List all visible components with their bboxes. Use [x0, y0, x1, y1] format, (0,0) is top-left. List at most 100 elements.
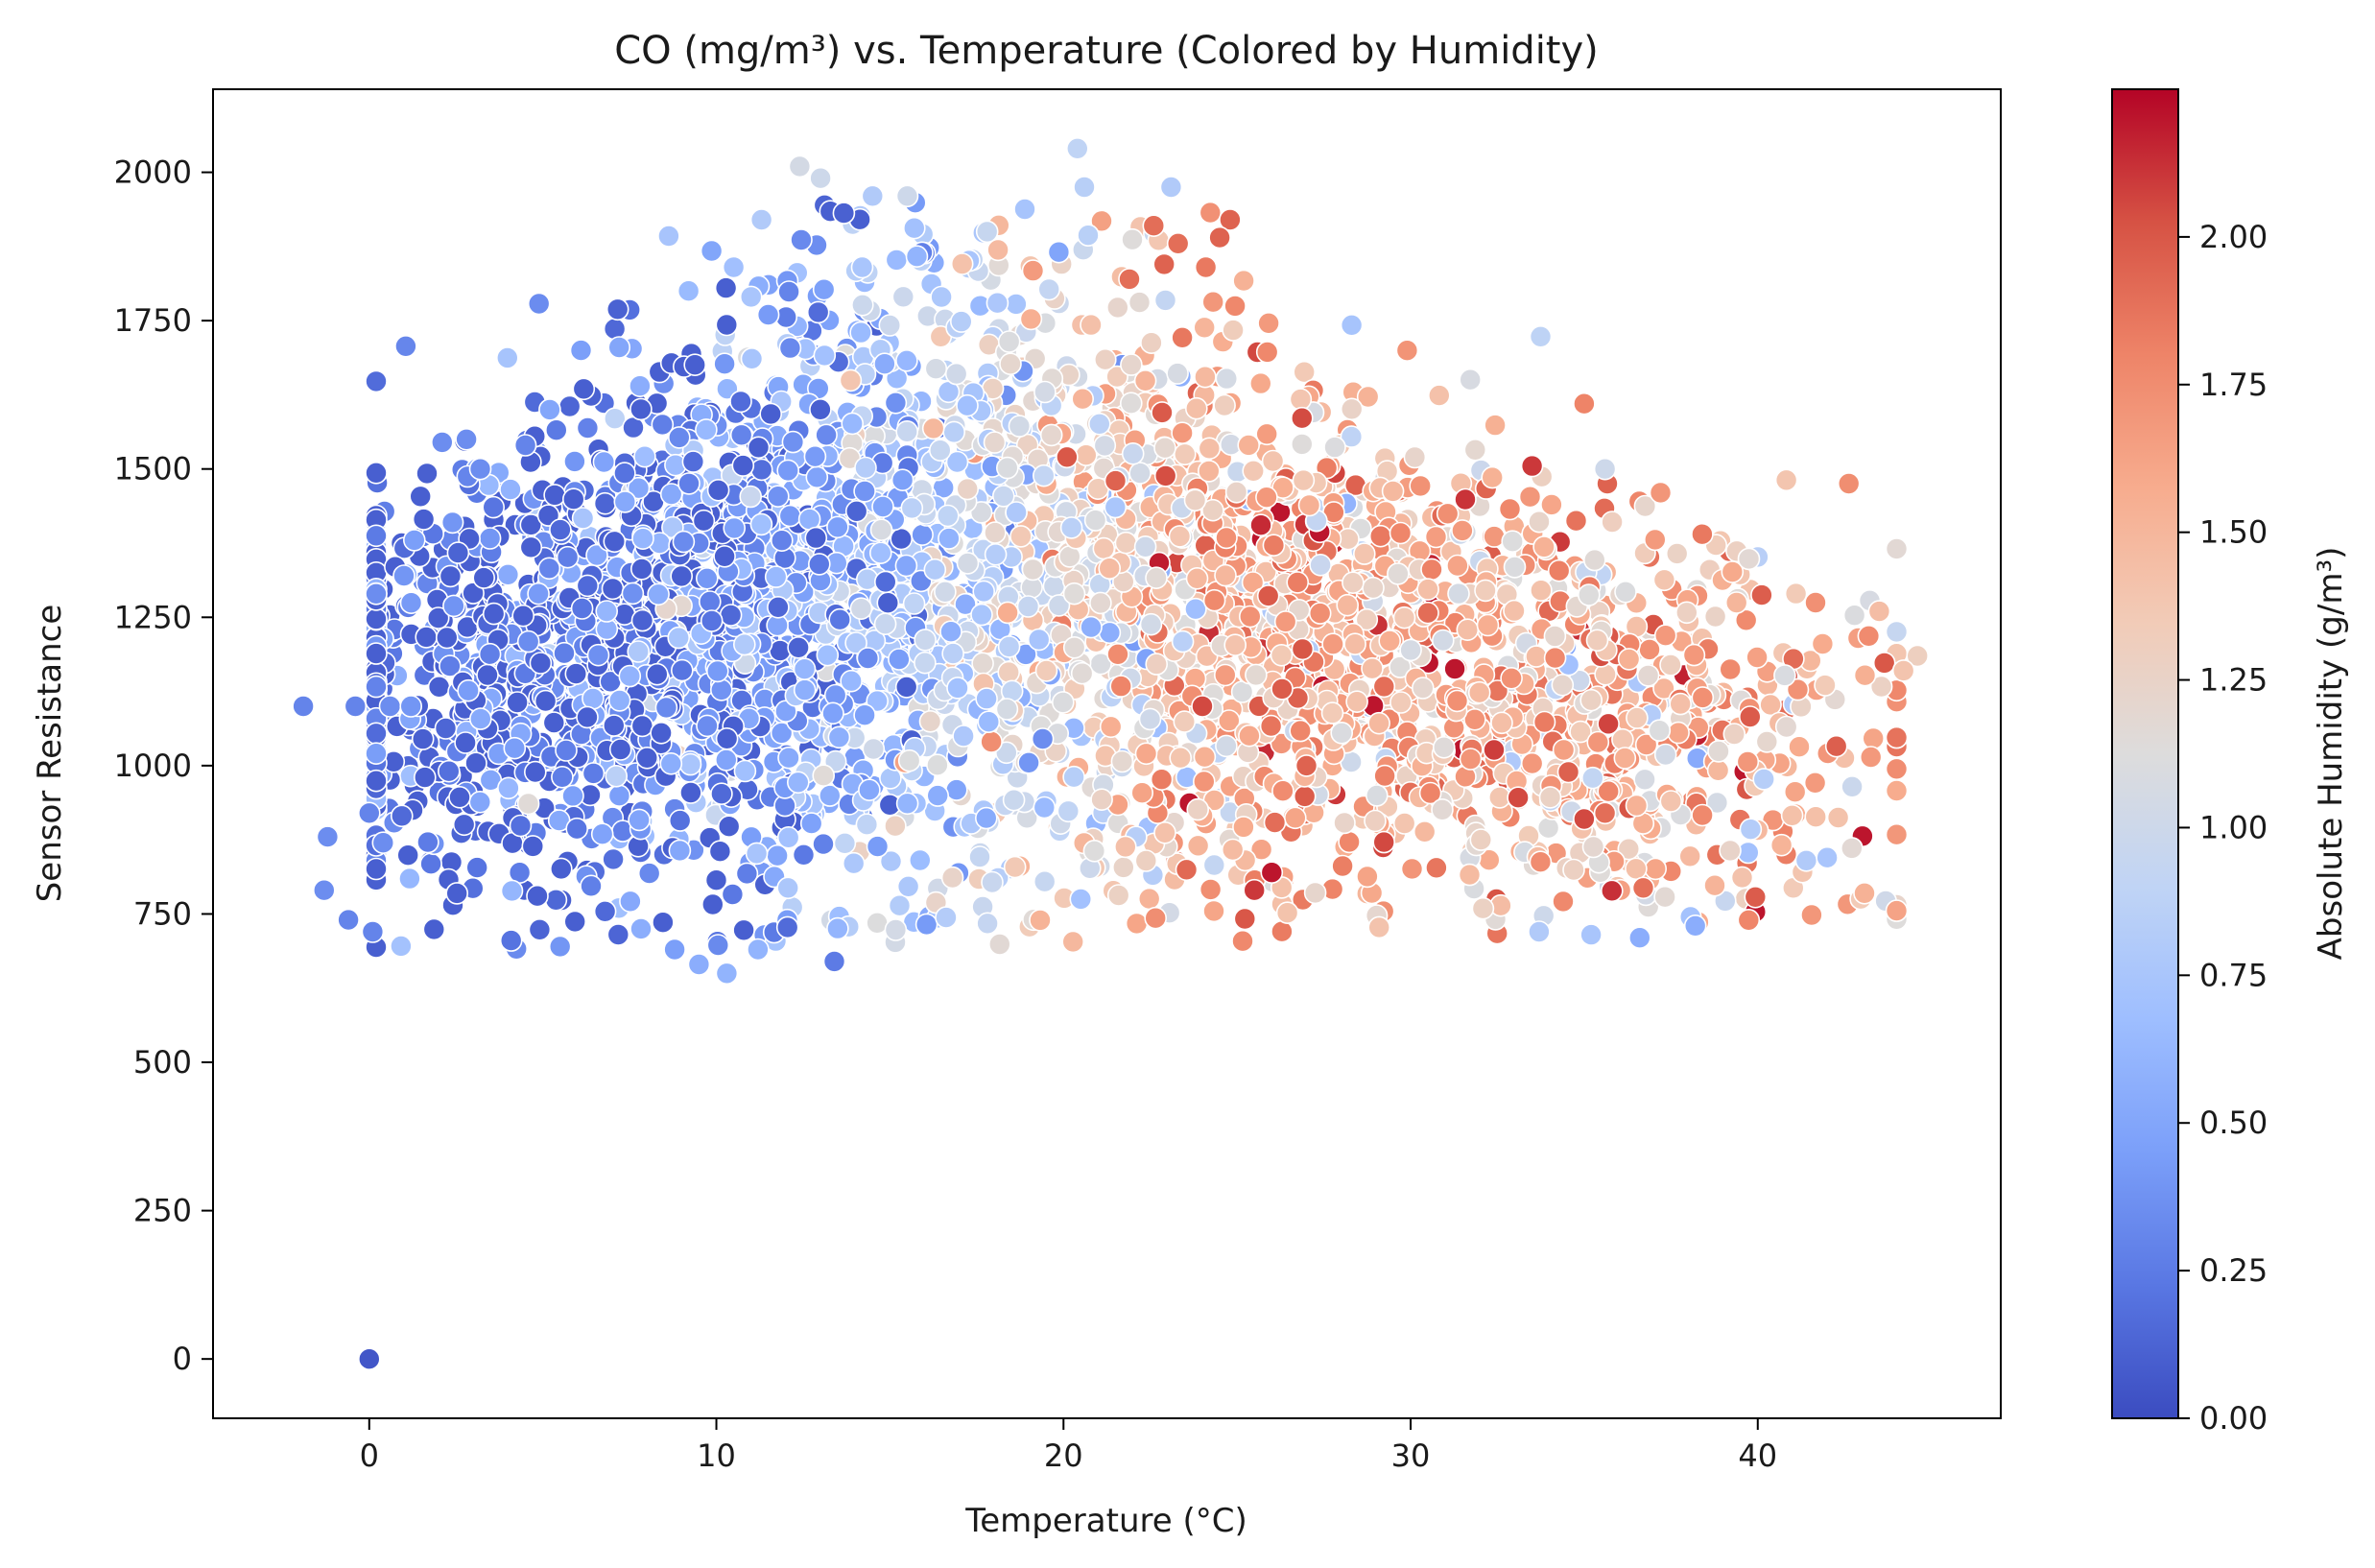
data-point — [1056, 445, 1079, 469]
data-point — [747, 436, 771, 460]
y-tick-label: 250 — [133, 1193, 192, 1229]
colorbar-tick-label: 1.25 — [2199, 662, 2268, 699]
data-point — [519, 535, 543, 559]
data-point — [1774, 715, 1798, 739]
data-point — [1691, 522, 1714, 546]
data-point — [1159, 176, 1183, 199]
data-point — [394, 334, 417, 358]
data-point — [1133, 535, 1157, 558]
data-point — [713, 352, 736, 376]
data-point — [1202, 853, 1226, 877]
data-point — [563, 450, 586, 473]
data-point — [1342, 571, 1365, 595]
y-tick-label: 1500 — [114, 451, 192, 487]
data-point — [1213, 393, 1236, 417]
data-point — [365, 742, 388, 766]
data-point — [1238, 724, 1261, 748]
data-point — [390, 935, 413, 958]
data-point — [1243, 878, 1266, 902]
data-point — [454, 731, 477, 754]
data-point — [1199, 201, 1223, 225]
data-point — [721, 883, 745, 906]
data-point — [1263, 811, 1287, 834]
data-point — [1416, 578, 1439, 601]
data-point — [1737, 547, 1761, 571]
data-point — [482, 602, 506, 626]
data-point — [1294, 754, 1318, 777]
data-point — [478, 642, 502, 666]
data-point — [595, 600, 619, 623]
data-point — [921, 416, 945, 440]
data-point — [1255, 422, 1278, 446]
data-point — [442, 594, 465, 618]
data-point — [1175, 858, 1199, 882]
data-point — [816, 643, 840, 667]
data-point — [926, 784, 950, 807]
data-point — [1746, 646, 1769, 669]
data-point — [1193, 770, 1216, 794]
data-point — [1593, 801, 1617, 825]
data-point — [1613, 747, 1637, 770]
data-point — [749, 458, 773, 482]
data-point — [681, 450, 705, 473]
data-point — [1071, 387, 1094, 411]
data-point — [413, 766, 437, 789]
data-point — [1867, 600, 1891, 623]
data-point — [1174, 442, 1197, 466]
data-point — [956, 552, 980, 575]
data-point — [1120, 353, 1143, 376]
data-point — [1320, 701, 1344, 725]
data-point — [602, 847, 625, 871]
data-point — [399, 695, 423, 718]
data-point — [593, 491, 617, 515]
data-point — [999, 352, 1022, 376]
x-tick-label: 20 — [1044, 1437, 1083, 1474]
data-point — [1193, 316, 1216, 340]
data-point — [1773, 664, 1796, 687]
data-point — [1201, 290, 1224, 314]
data-point — [1744, 885, 1768, 909]
data-point — [890, 527, 914, 551]
data-point — [521, 835, 545, 858]
data-point — [1336, 593, 1359, 617]
data-point — [468, 457, 492, 481]
data-point — [357, 801, 381, 825]
data-point — [365, 607, 388, 630]
colorbar-tick-label: 1.50 — [2199, 514, 2268, 551]
data-point — [361, 920, 385, 943]
data-point — [705, 659, 729, 683]
data-point — [1257, 311, 1280, 335]
data-point — [613, 462, 636, 485]
data-point — [1784, 582, 1808, 606]
data-point — [582, 687, 605, 710]
data-point — [812, 764, 836, 788]
data-point — [706, 478, 730, 502]
data-point — [1033, 463, 1056, 487]
data-point — [972, 580, 995, 604]
data-point — [1255, 341, 1279, 364]
data-point — [645, 662, 669, 686]
data-point — [723, 516, 747, 540]
data-point — [1814, 674, 1837, 697]
data-point — [842, 851, 866, 875]
data-point — [426, 606, 450, 630]
data-point — [833, 831, 857, 855]
data-point — [607, 689, 631, 712]
data-point — [1237, 434, 1260, 457]
data-point — [1183, 488, 1207, 512]
data-point — [778, 504, 802, 528]
data-point — [1112, 856, 1135, 879]
data-point — [593, 899, 617, 923]
data-point — [1120, 392, 1143, 416]
data-point — [1416, 601, 1439, 625]
data-point — [1134, 742, 1158, 766]
data-point — [704, 868, 728, 892]
data-point — [1525, 645, 1548, 668]
data-point — [1093, 434, 1117, 458]
data-point — [1171, 630, 1195, 653]
data-point — [1233, 907, 1257, 931]
y-tick-label: 0 — [173, 1341, 192, 1377]
data-point — [1121, 441, 1145, 465]
colorbar-tick-label: 0.25 — [2199, 1252, 2268, 1289]
